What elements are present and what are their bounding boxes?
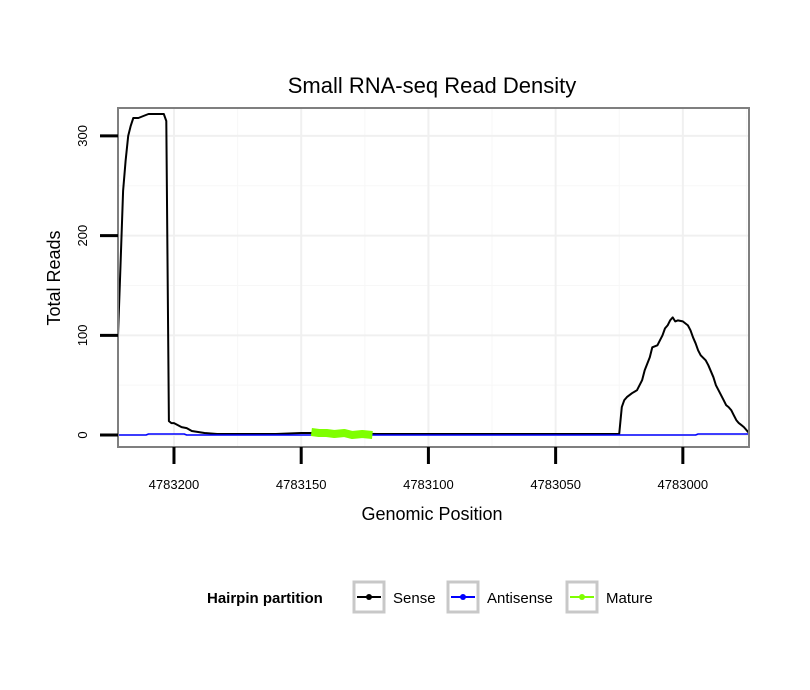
legend-item-antisense: Antisense [446,580,553,614]
y-tick-label: 200 [75,225,90,247]
plot-border [117,107,750,448]
legend-dot-mature [579,594,585,600]
legend-item-sense: Sense [352,580,436,614]
legend-label-mature: Mature [606,590,653,607]
series-line-antisense [118,433,749,436]
series-layer [117,113,750,439]
legend-dot-sense [366,594,372,600]
x-tick-label: 4783100 [403,477,454,492]
legend-dot-antisense [460,594,466,600]
legend: Hairpin partition Sense Antisense Mature [207,580,653,614]
x-axis-title: Genomic Position [361,504,502,524]
series-line-mature [310,428,373,439]
legend-title: Hairpin partition [207,590,323,607]
x-tick-label: 4783200 [149,477,200,492]
legend-label-antisense: Antisense [487,590,553,607]
x-tick-label: 4783150 [276,477,327,492]
y-tick-label: 100 [75,324,90,346]
plot-panel [118,108,749,447]
y-axis: 0 100 200 300 [75,125,118,439]
legend-item-mature: Mature [565,580,653,614]
y-tick-label: 0 [75,431,90,438]
x-tick-label: 4783000 [658,477,709,492]
legend-label-sense: Sense [393,590,436,607]
x-tick-label: 4783050 [530,477,581,492]
x-axis: 4783200 4783150 4783100 4783050 4783000 [149,447,708,492]
y-tick-label: 300 [75,125,90,147]
chart-title: Small RNA-seq Read Density [288,73,577,98]
series-line-sense [117,113,750,435]
y-axis-title: Total Reads [44,230,64,325]
